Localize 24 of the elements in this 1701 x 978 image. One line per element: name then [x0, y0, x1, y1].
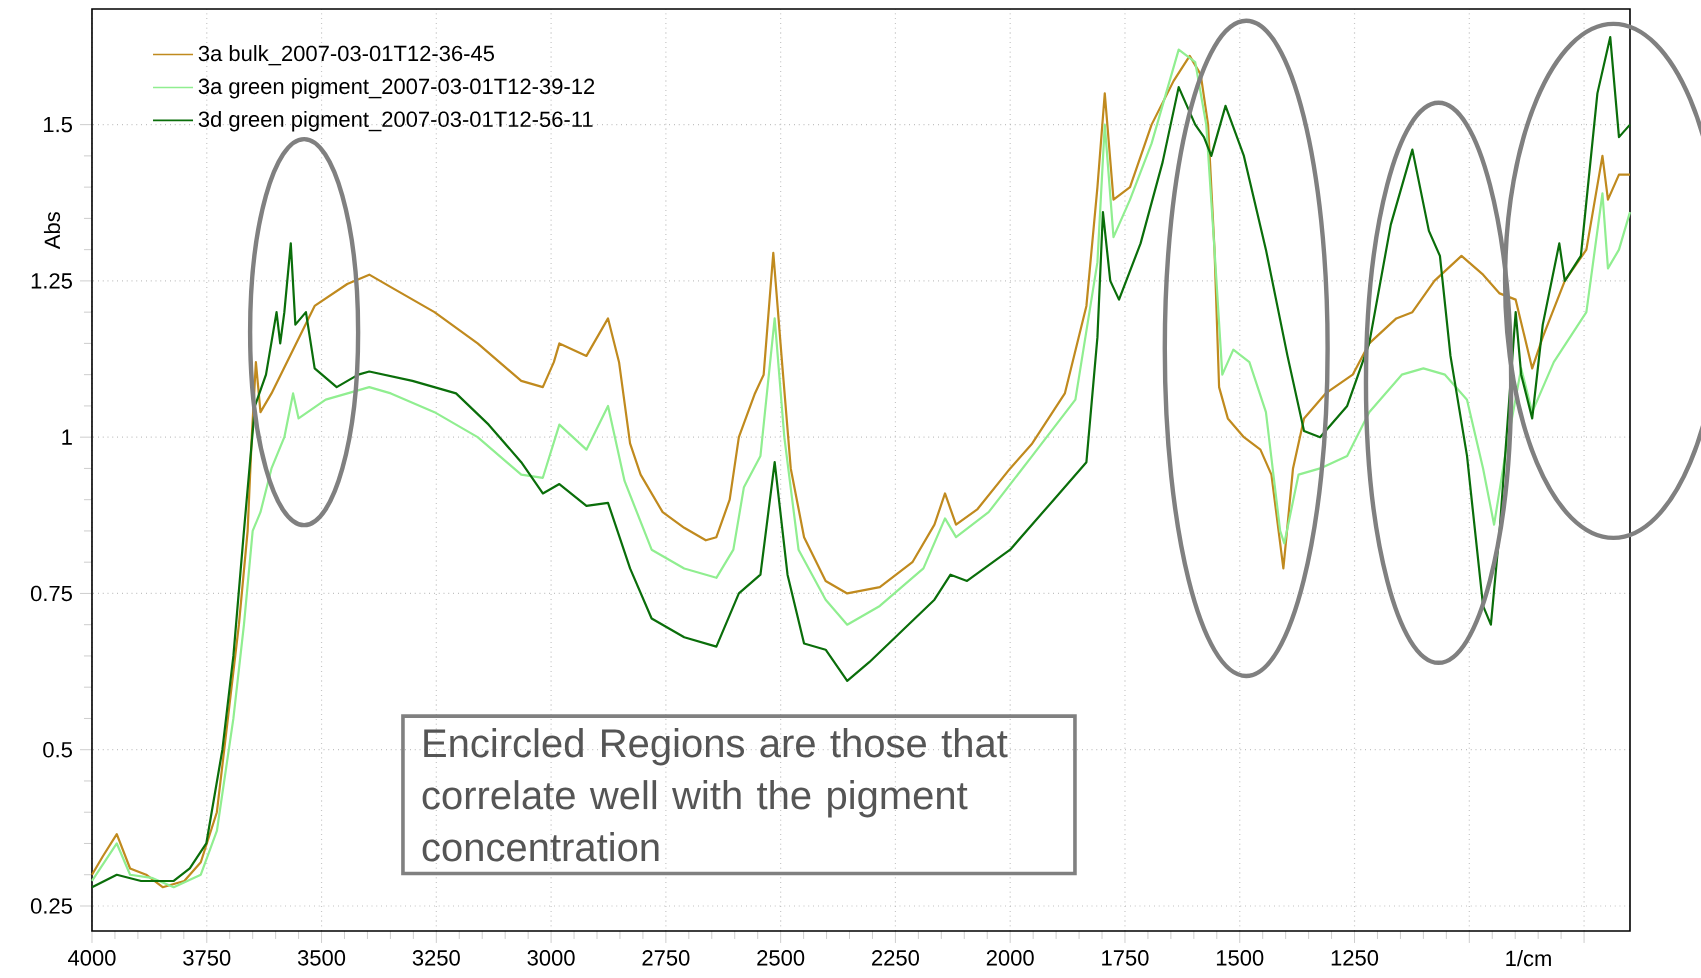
x-tick-label: 3500	[297, 950, 346, 966]
x-tick-label: 3000	[527, 950, 575, 966]
x-axis-title: 1/cm	[1506, 950, 1551, 967]
x-tick-label: 1500	[1216, 950, 1264, 966]
legend-label: 3a green pigment_2007-03-01T12-39-12	[198, 77, 595, 99]
legend-label: 3a bulk_2007-03-01T12-36-45	[198, 45, 495, 66]
x-tick-label: 2750	[642, 950, 690, 966]
x-tick-label: 1750	[1102, 950, 1149, 966]
y-tick-label: 1	[62, 429, 72, 445]
legend-label: 3d green pigment_2007-03-01T12-56-11	[198, 110, 593, 132]
annotation: Encircled Regions are those that correlate well with the pigment concentration	[422, 728, 1008, 862]
x-tick-label: 1250	[1331, 950, 1379, 966]
y-tick-label: 0.75	[30, 585, 72, 602]
x-tick-label: 2500	[757, 950, 805, 966]
y-tick-label: 1.5	[44, 116, 72, 133]
x-tick-label: 2000	[986, 950, 1034, 966]
x-tick-label: 3250	[412, 950, 460, 966]
y-axis-title: Abs	[43, 212, 61, 250]
x-tick-label: 3750	[183, 950, 231, 966]
y-tick-label: 0.5	[43, 741, 72, 758]
x-tick-label: 4000	[68, 950, 116, 966]
y-tick-label: 1.25	[31, 273, 72, 289]
y-tick-label: 0.25	[30, 898, 72, 914]
x-tick-label: 2250	[872, 950, 919, 966]
